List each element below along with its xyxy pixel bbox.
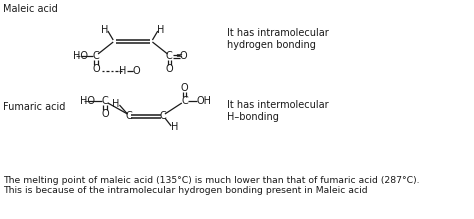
Text: O: O — [181, 83, 188, 93]
Text: –: – — [190, 96, 195, 106]
Text: –: – — [76, 51, 81, 61]
Text: C: C — [181, 96, 188, 106]
Text: H: H — [157, 25, 164, 35]
Text: OH: OH — [197, 96, 211, 106]
Text: O: O — [92, 64, 100, 74]
Text: =: = — [175, 51, 182, 60]
Text: HO: HO — [73, 51, 88, 61]
Text: H: H — [101, 25, 109, 35]
Text: C: C — [126, 111, 133, 121]
Text: H: H — [112, 99, 119, 109]
Text: C: C — [102, 96, 109, 106]
Text: O: O — [101, 109, 109, 119]
Text: C: C — [160, 111, 166, 121]
Text: O: O — [165, 64, 173, 74]
Text: Maleic acid: Maleic acid — [3, 4, 57, 14]
Text: H: H — [171, 122, 178, 132]
Text: O: O — [180, 51, 187, 61]
Text: –: – — [83, 96, 88, 106]
Text: The melting point of maleic acid (135°C) is much lower than that of fumaric acid: The melting point of maleic acid (135°C)… — [3, 176, 419, 195]
Text: It has intramolecular
hydrogen bonding: It has intramolecular hydrogen bonding — [228, 28, 329, 50]
Text: C: C — [93, 51, 100, 61]
Text: Fumaric acid: Fumaric acid — [3, 102, 65, 112]
Text: C: C — [166, 51, 173, 61]
Text: H: H — [119, 66, 127, 76]
Text: It has intermolecular
H–bonding: It has intermolecular H–bonding — [228, 100, 329, 122]
Text: –: – — [128, 66, 134, 76]
Text: HO: HO — [80, 96, 95, 106]
Text: O: O — [133, 66, 140, 76]
